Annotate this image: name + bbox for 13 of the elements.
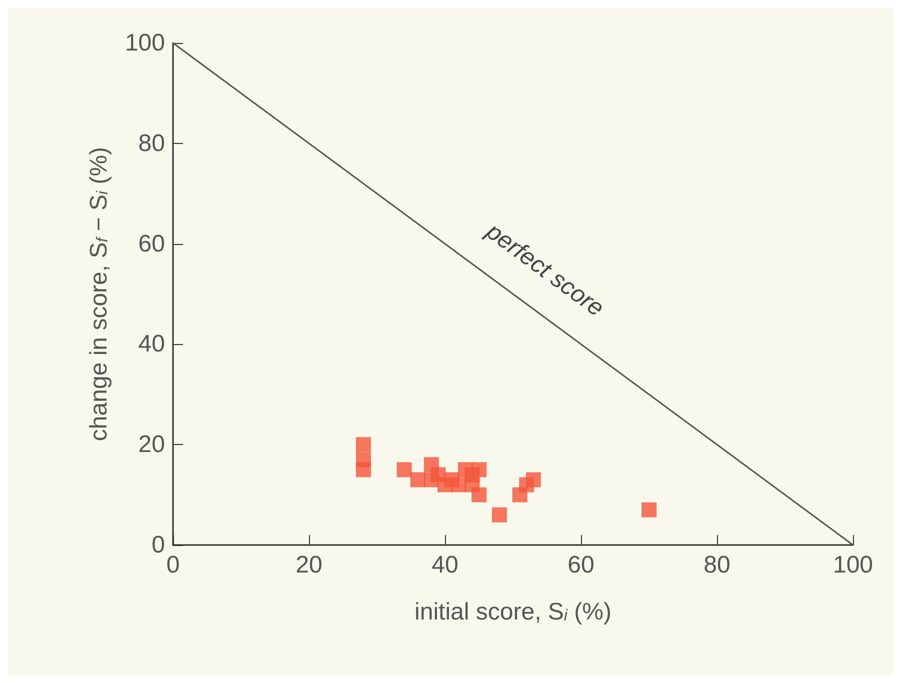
y-tick-label: 20 [138, 431, 165, 458]
x-tick-label: 40 [432, 552, 458, 578]
y-tick-label: 0 [152, 532, 165, 558]
y-tick-label: 60 [138, 230, 165, 258]
y-axis-title: change in score, Sf − Si (%) [86, 146, 112, 442]
x-tick-label: 20 [296, 552, 322, 578]
y-tick-label: 100 [124, 30, 165, 56]
x-tick-label: 80 [704, 552, 730, 578]
x-tick-label: 60 [568, 552, 594, 578]
y-tick-label: 80 [138, 130, 165, 157]
x-tick-label: 100 [832, 552, 874, 578]
x-axis-title: initial score, Si (%) [414, 598, 612, 626]
y-tick-label: 40 [138, 330, 165, 358]
